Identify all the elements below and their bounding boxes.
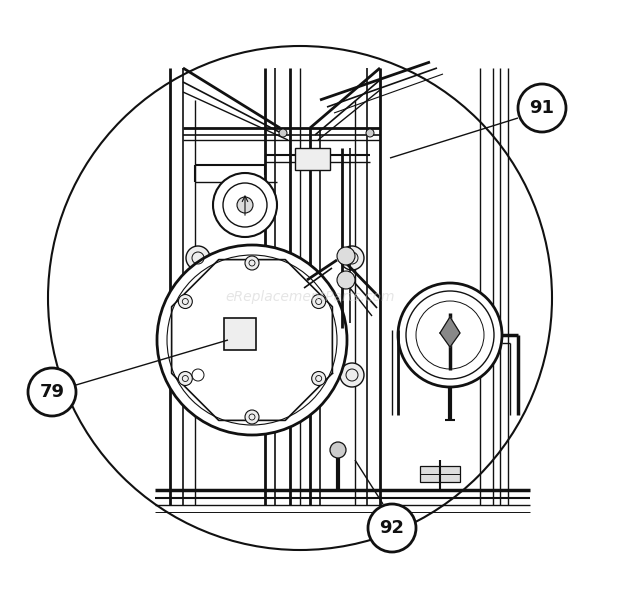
Text: 92: 92: [379, 519, 404, 537]
Bar: [295, 148, 330, 170]
Circle shape: [368, 504, 416, 552]
Circle shape: [312, 371, 326, 386]
Circle shape: [157, 245, 347, 435]
Polygon shape: [440, 317, 460, 347]
Circle shape: [398, 283, 502, 387]
Circle shape: [237, 197, 253, 213]
Circle shape: [179, 371, 192, 386]
Circle shape: [337, 271, 355, 289]
Circle shape: [312, 295, 326, 308]
Text: 79: 79: [40, 383, 64, 401]
Circle shape: [337, 247, 355, 265]
Circle shape: [340, 363, 364, 387]
Bar: [224, 318, 256, 350]
Circle shape: [245, 256, 259, 270]
Bar: [420, 466, 460, 482]
Circle shape: [366, 129, 374, 137]
Circle shape: [213, 173, 277, 237]
Circle shape: [28, 368, 76, 416]
Circle shape: [518, 84, 566, 132]
Circle shape: [186, 246, 210, 270]
Circle shape: [245, 410, 259, 424]
Circle shape: [330, 442, 346, 458]
Circle shape: [279, 129, 287, 137]
Text: 91: 91: [529, 99, 554, 117]
Circle shape: [48, 46, 552, 550]
Text: eReplacementParts.com: eReplacementParts.com: [225, 290, 395, 305]
Circle shape: [186, 363, 210, 387]
Circle shape: [340, 246, 364, 270]
Circle shape: [179, 295, 192, 308]
